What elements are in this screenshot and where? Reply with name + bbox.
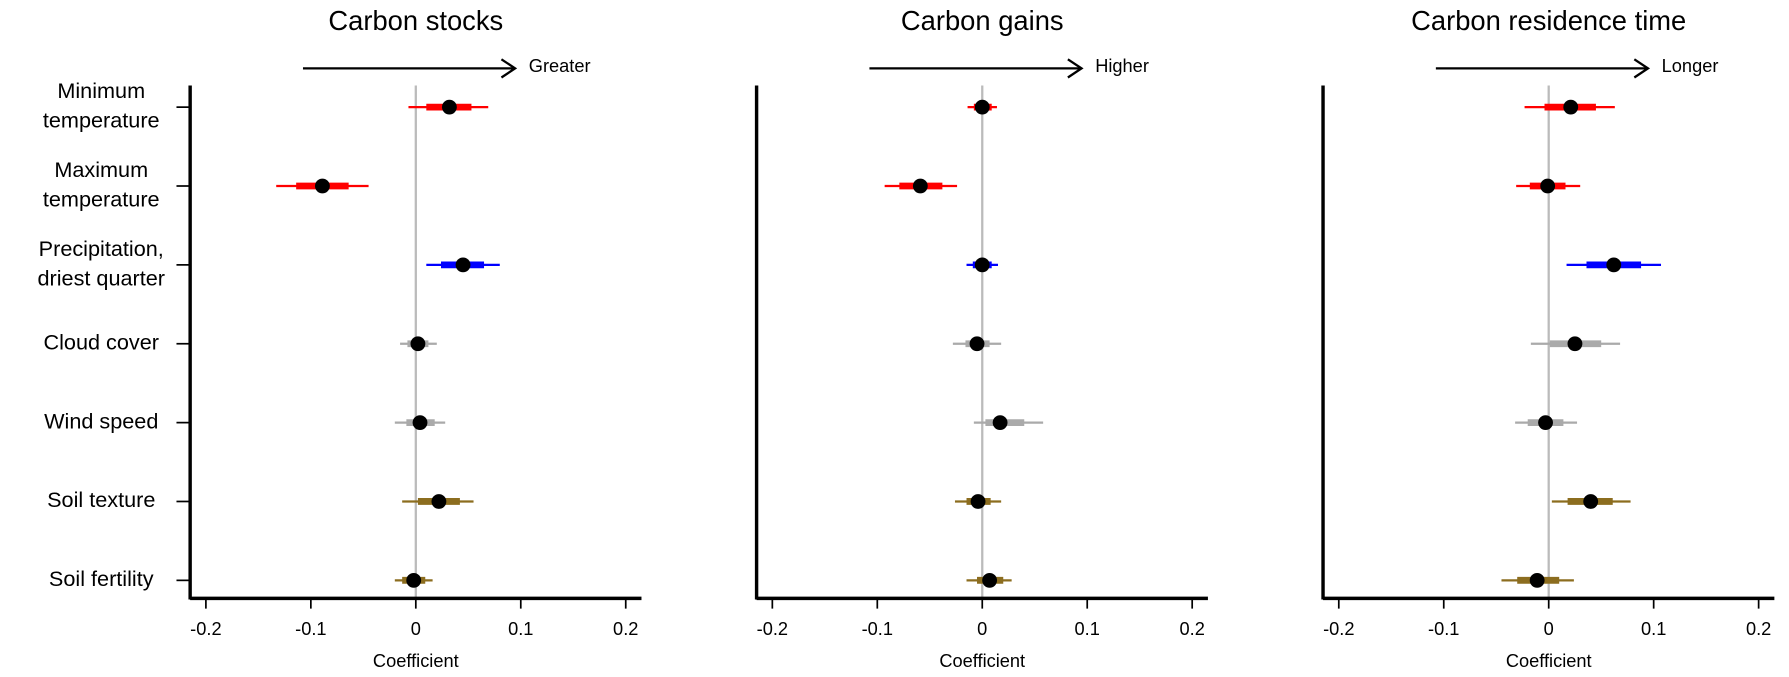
point-estimate (974, 257, 990, 273)
point-estimate (410, 336, 426, 352)
panel-title: Carbon gains (901, 5, 1064, 36)
category-label: Maximum (54, 157, 148, 182)
point-estimate (969, 336, 985, 352)
x-tick-label: -0.1 (295, 618, 326, 639)
category-label: temperature (43, 108, 160, 133)
arrow-head (1633, 58, 1651, 79)
category-label: Soil texture (47, 487, 155, 512)
x-tick-label: -0.1 (862, 618, 893, 639)
arrow-head (500, 58, 518, 79)
x-tick-label: 0 (977, 618, 987, 639)
point-estimate (431, 494, 447, 509)
category-label: Minimum (57, 78, 145, 103)
panel-title: Carbon residence time (1411, 5, 1686, 36)
x-tick-label: 0 (1544, 618, 1554, 639)
point-estimate (455, 257, 471, 273)
point-estimate (1540, 178, 1556, 194)
point-estimate (1567, 336, 1583, 352)
point-estimate (1583, 494, 1599, 509)
category-label: Cloud cover (44, 329, 159, 354)
point-estimate (412, 415, 428, 431)
x-tick-label: 0.2 (1180, 618, 1205, 639)
x-axis-label: Coefficient (939, 650, 1025, 671)
x-tick-label: 0.2 (613, 618, 638, 639)
point-estimate (314, 178, 330, 194)
x-axis-label: Coefficient (1506, 650, 1592, 671)
x-tick-label: -0.2 (1323, 618, 1354, 639)
point-estimate (1606, 257, 1622, 273)
panel-title: Carbon stocks (328, 5, 503, 36)
x-tick-label: 0.2 (1746, 618, 1771, 639)
arrow-head (1067, 58, 1084, 79)
x-tick-label: -0.2 (757, 618, 788, 639)
point-estimate (912, 178, 928, 194)
point-estimate (974, 99, 990, 115)
point-estimate (406, 572, 422, 588)
category-label: Precipitation, (39, 236, 164, 261)
x-tick-label: 0.1 (1641, 618, 1666, 639)
point-estimate (1529, 572, 1545, 588)
point-estimate (441, 99, 457, 115)
x-tick-label: 0.1 (1075, 618, 1100, 639)
point-estimate (992, 415, 1008, 431)
point-estimate (1538, 415, 1553, 431)
arrow-label: Higher (1095, 55, 1149, 76)
category-label: driest quarter (37, 265, 165, 290)
arrow-label: Longer (1662, 55, 1719, 76)
x-tick-label: 0 (411, 618, 421, 639)
point-estimate (970, 494, 986, 509)
x-axis-label: Coefficient (373, 650, 459, 671)
point-estimate (982, 572, 998, 588)
x-tick-label: 0.1 (508, 618, 533, 639)
category-label: Soil fertility (49, 566, 154, 591)
x-tick-label: -0.1 (1428, 618, 1459, 639)
arrow-label: Greater (529, 55, 591, 76)
category-label: temperature (43, 187, 160, 212)
x-tick-label: -0.2 (190, 618, 221, 639)
category-label: Wind speed (44, 408, 158, 433)
point-estimate (1563, 99, 1579, 115)
